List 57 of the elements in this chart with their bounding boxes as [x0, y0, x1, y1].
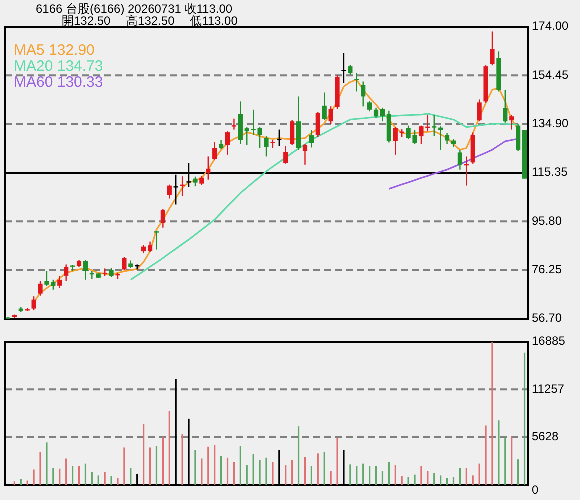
candlestick: [316, 112, 320, 138]
y-tick-label: 56.70: [532, 311, 562, 326]
candlestick: [212, 142, 218, 161]
candlestick: [374, 107, 379, 118]
candlestick: [160, 208, 166, 228]
text: MA5 132.90: [14, 42, 95, 59]
candlestick: [32, 296, 36, 312]
candlestick: [167, 184, 172, 200]
y-tick-label: 174.00: [532, 19, 570, 34]
candlestick: [264, 136, 269, 158]
candlestick: [154, 230, 160, 250]
y-tick-label: 5628: [532, 430, 560, 444]
candlestick: [328, 106, 334, 125]
candlestick: [302, 143, 308, 166]
candlestick: [361, 81, 366, 108]
candlestick: [232, 118, 237, 130]
candlestick: [322, 92, 327, 121]
candlestick: [244, 126, 250, 146]
candlestick: [193, 176, 198, 188]
chart-title: 6166 台股(6166) 20260731 收113.00: [36, 2, 233, 16]
candlestick: [219, 140, 224, 150]
candlestick: [83, 260, 88, 281]
candlestick: [148, 241, 153, 253]
chart-subtitle: 開132.50 高132.50 低113.00: [62, 14, 238, 28]
y-tick-label: 115.35: [532, 165, 568, 180]
y-tick-label: 11257: [532, 382, 565, 396]
candlestick: [122, 256, 127, 271]
candlestick: [206, 156, 211, 180]
y-tick-label: 154.45: [532, 68, 570, 82]
candlestick: [380, 107, 386, 122]
y-tick-label: 76.25: [532, 262, 562, 277]
candlestick: [503, 89, 508, 124]
candlestick: [348, 64, 353, 76]
candlestick: [393, 126, 398, 156]
candlestick: [444, 132, 450, 145]
y-tick-label: 134.90: [532, 116, 570, 131]
y-tick-label: 95.80: [532, 214, 562, 228]
candlestick: [290, 120, 295, 146]
text: MA60 130.33: [14, 74, 104, 91]
text: MA20 134.73: [14, 58, 104, 75]
candlestick: [368, 100, 372, 112]
candlestick: [458, 149, 463, 170]
candlestick: [477, 99, 482, 122]
candlestick: [284, 146, 288, 165]
candlestick: [58, 276, 62, 289]
candlestick: [225, 130, 230, 156]
candlestick: [510, 114, 514, 130]
candlestick: [70, 264, 76, 272]
candlestick: [38, 280, 43, 296]
candlestick: [490, 31, 495, 66]
candlestick: [309, 130, 314, 148]
candlestick: [64, 264, 69, 282]
y-tick-label: 0: [532, 483, 539, 498]
y-tick-label: 16885: [532, 334, 566, 348]
candlestick: [342, 52, 346, 84]
candlestick: [438, 126, 444, 151]
candlestick: [432, 114, 437, 138]
